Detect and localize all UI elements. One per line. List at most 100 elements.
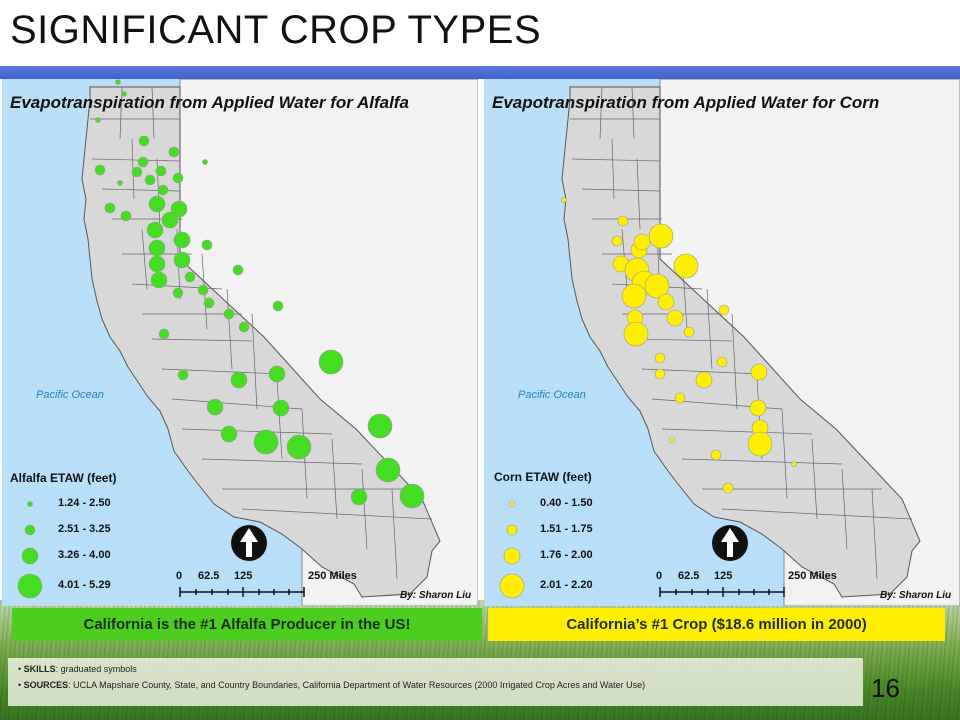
- alfalfa-symbols: [94, 79, 425, 509]
- symbol-circle: [104, 202, 116, 214]
- symbol-circle: [253, 429, 279, 455]
- scale-label: 125: [234, 570, 253, 582]
- scale-label: 250 Miles: [308, 570, 357, 582]
- symbol-circle: [203, 297, 215, 309]
- california-land: [561, 86, 921, 598]
- note-label: SKILLS: [23, 664, 56, 674]
- symbol-circle: [177, 369, 189, 381]
- legend-symbol: [506, 524, 518, 536]
- symbol-circle: [654, 352, 666, 364]
- scale-bar: [179, 587, 305, 597]
- corn-map-title: Evapotranspiration from Applied Water fo…: [492, 93, 880, 112]
- legend-symbol: [21, 547, 39, 565]
- note-skills: • SKILLS: graduated symbols: [18, 664, 137, 674]
- legend-item: 4.01 - 5.29: [58, 579, 111, 591]
- symbol-circle: [121, 91, 127, 97]
- symbol-circle: [115, 79, 121, 85]
- corn-symbols: [561, 197, 797, 494]
- symbol-circle: [561, 197, 567, 203]
- scale-label: 62.5: [198, 570, 220, 582]
- legend-item: 2.51 - 3.25: [58, 523, 111, 535]
- note-label: SOURCES: [23, 680, 69, 690]
- symbol-circle: [137, 156, 149, 168]
- symbol-circle: [94, 164, 106, 176]
- symbol-circle: [138, 135, 150, 147]
- symbol-circle: [148, 255, 166, 273]
- north-arrow: [712, 525, 748, 561]
- symbol-circle: [747, 431, 773, 457]
- symbol-circle: [117, 180, 123, 186]
- legend-item: 1.51 - 1.75: [540, 523, 593, 535]
- alfalfa-map-title: Evapotranspiration from Applied Water fo…: [10, 93, 409, 112]
- symbol-circle: [223, 308, 235, 320]
- symbol-circle: [173, 231, 191, 249]
- symbol-circle: [157, 184, 169, 196]
- symbol-circle: [367, 413, 393, 439]
- symbol-circle: [718, 304, 730, 316]
- scale-label: 0: [656, 570, 663, 582]
- symbol-circle: [633, 233, 651, 251]
- symbol-circle: [220, 425, 238, 443]
- legend-symbol: [503, 547, 521, 565]
- symbol-circle: [623, 321, 649, 347]
- symbol-circle: [206, 398, 224, 416]
- corn-map-svg: [484, 79, 960, 606]
- symbol-circle: [654, 368, 666, 380]
- title-underline-band: [0, 66, 960, 79]
- symbol-circle: [621, 283, 647, 309]
- scale-label: 0: [176, 570, 183, 582]
- symbol-circle: [666, 309, 684, 327]
- legend-symbol: [27, 501, 33, 507]
- corn-legend-symbols: [499, 501, 525, 599]
- symbol-circle: [184, 271, 196, 283]
- slide-title: SIGNIFICANT CROP TYPES: [10, 8, 542, 52]
- alfalfa-caption: California is the #1 Alfalfa Producer in…: [12, 608, 482, 641]
- legend-symbol: [509, 501, 515, 507]
- scale-label: 125: [714, 570, 733, 582]
- note-text: : graduated symbols: [55, 664, 137, 674]
- symbol-circle: [683, 326, 695, 338]
- symbol-circle: [673, 253, 699, 279]
- symbol-circle: [172, 287, 184, 299]
- symbol-circle: [158, 328, 170, 340]
- alfalfa-map-svg: [2, 79, 478, 606]
- symbol-circle: [375, 457, 401, 483]
- alfalfa-map-panel: Evapotranspiration from Applied Water fo…: [2, 79, 478, 606]
- legend-item: 1.76 - 2.00: [540, 549, 593, 561]
- symbol-circle: [710, 449, 722, 461]
- note-text: : UCLA Mapshare County, State, and Count…: [68, 680, 646, 690]
- note-sources: • SOURCES: UCLA Mapshare County, State, …: [18, 680, 646, 690]
- alfalfa-legend-title: Alfalfa ETAW (feet): [10, 471, 117, 485]
- symbol-circle: [168, 146, 180, 158]
- symbol-circle: [172, 172, 184, 184]
- page-number: 16: [871, 673, 900, 703]
- symbol-circle: [232, 264, 244, 276]
- scale-label: 250 Miles: [788, 570, 837, 582]
- symbol-circle: [611, 235, 623, 247]
- symbol-circle: [146, 221, 164, 239]
- legend-item: 3.26 - 4.00: [58, 549, 111, 561]
- symbol-circle: [238, 321, 250, 333]
- symbol-circle: [173, 251, 191, 269]
- map-credit: By: Sharon Liu: [400, 590, 472, 601]
- symbol-circle: [202, 159, 208, 165]
- alfalfa-legend-symbols: [17, 501, 43, 599]
- legend-item: 0.40 - 1.50: [540, 497, 593, 509]
- symbol-circle: [148, 239, 166, 257]
- symbol-circle: [318, 349, 344, 375]
- symbol-circle: [674, 392, 686, 404]
- symbol-circle: [120, 210, 132, 222]
- symbol-circle: [657, 293, 675, 311]
- symbol-circle: [95, 117, 101, 123]
- corn-legend-title: Corn ETAW (feet): [494, 470, 592, 484]
- symbol-circle: [144, 174, 156, 186]
- symbol-circle: [272, 300, 284, 312]
- legend-symbol: [499, 573, 525, 599]
- symbol-circle: [648, 223, 674, 249]
- symbol-circle: [669, 437, 675, 443]
- symbol-circle: [749, 399, 767, 417]
- symbol-circle: [286, 434, 312, 460]
- symbol-circle: [155, 165, 167, 177]
- symbol-circle: [150, 271, 168, 289]
- symbol-circle: [695, 371, 713, 389]
